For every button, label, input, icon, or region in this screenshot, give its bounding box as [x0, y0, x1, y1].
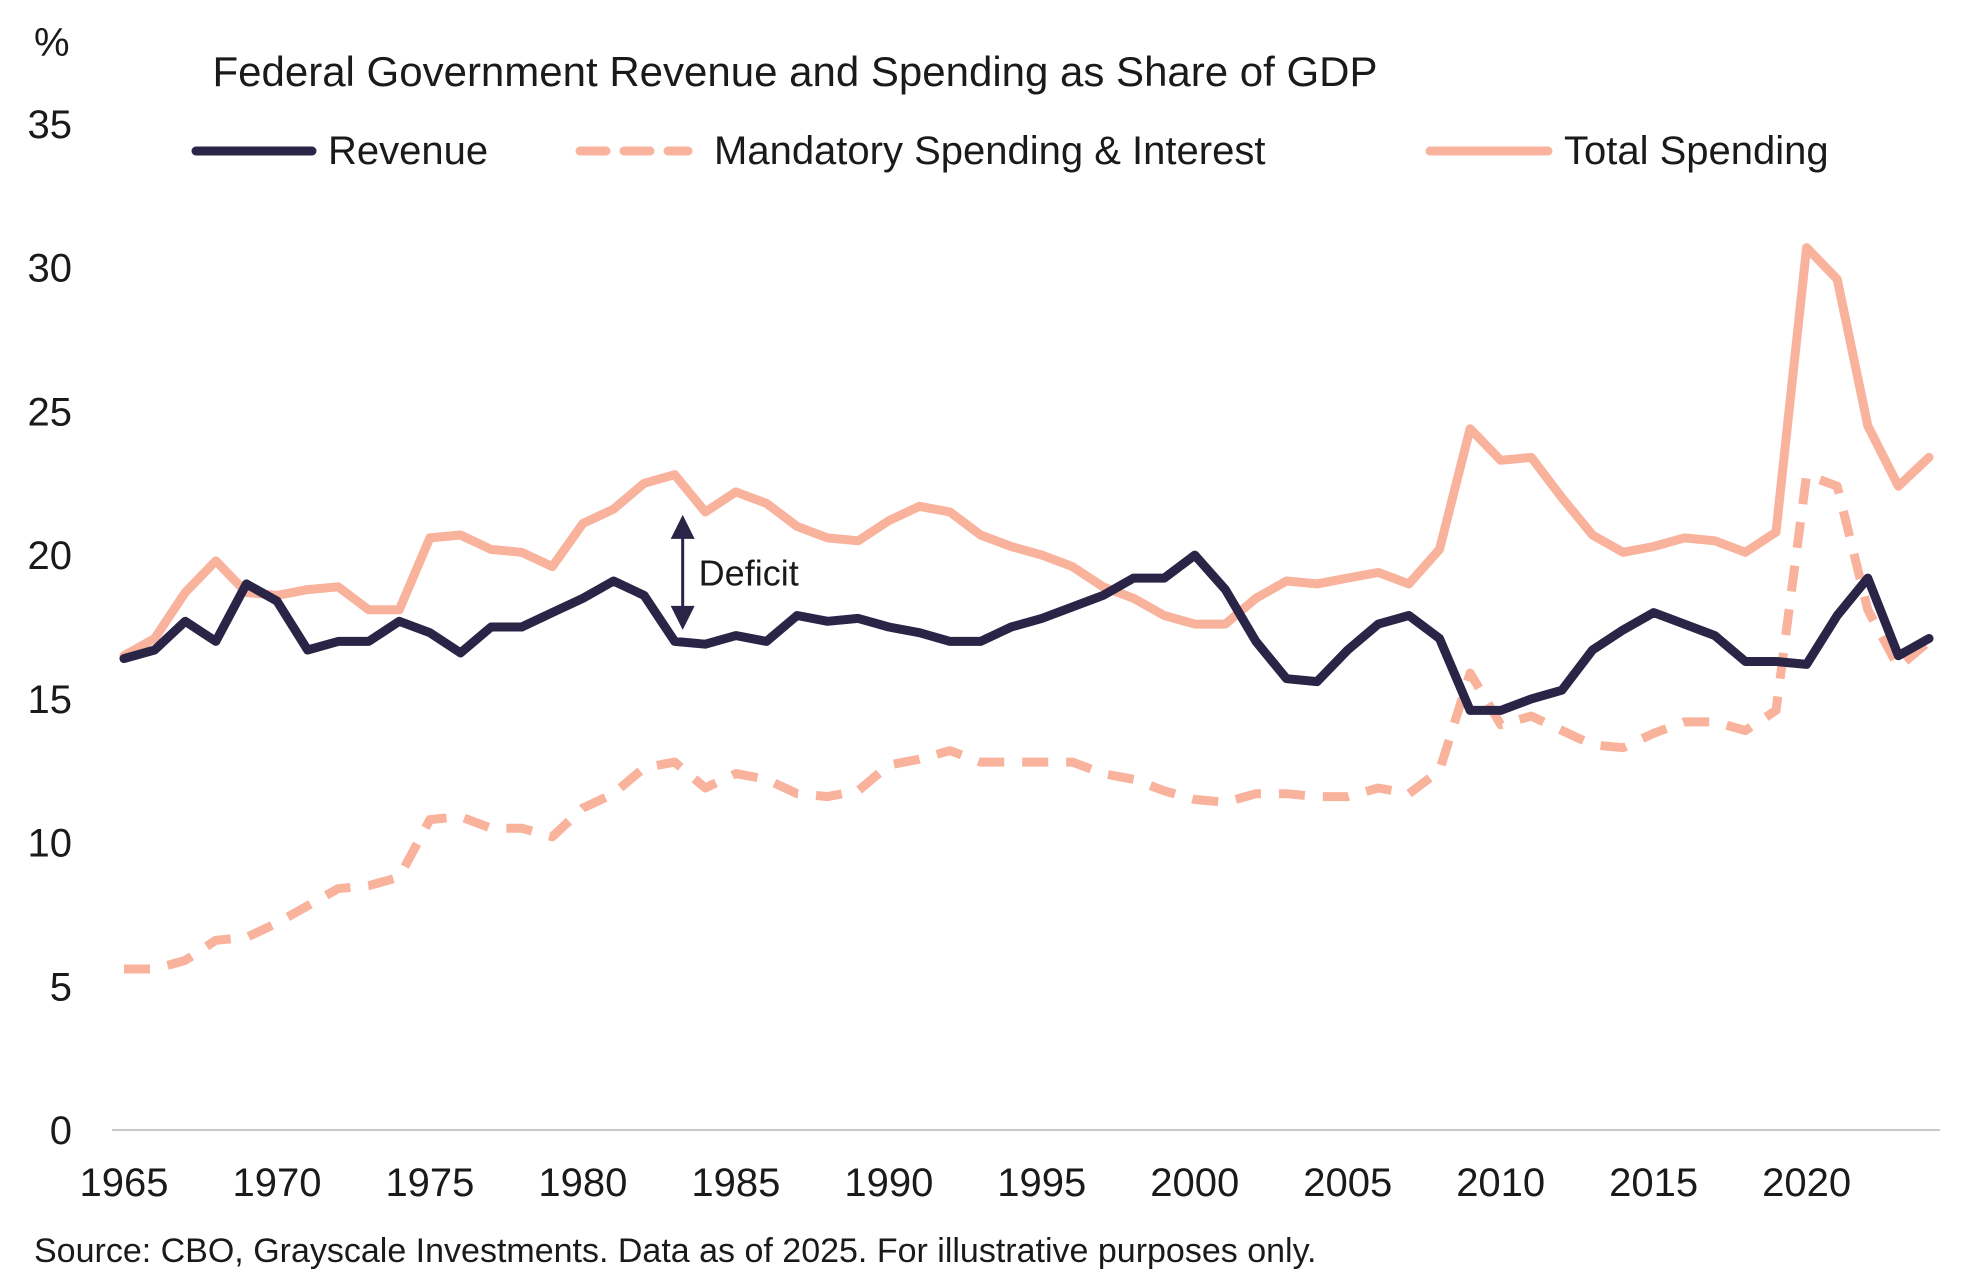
- x-tick-label: 1990: [844, 1161, 933, 1205]
- x-tick-label: 1980: [538, 1161, 627, 1205]
- y-tick-label: 0: [50, 1109, 72, 1153]
- x-tick-label: 1995: [997, 1161, 1086, 1205]
- x-tick-label: 2000: [1150, 1161, 1239, 1205]
- y-tick-label: 25: [28, 390, 73, 434]
- source-note: Source: CBO, Grayscale Investments. Data…: [34, 1232, 1317, 1270]
- deficit-arrow-up-icon: [670, 514, 695, 539]
- y-tick-label: 10: [28, 822, 73, 866]
- x-tick-label: 2015: [1609, 1161, 1698, 1205]
- legend-label-revenue: Revenue: [328, 129, 488, 173]
- x-tick-label: 2005: [1303, 1161, 1392, 1205]
- deficit-arrow-down-icon: [670, 605, 695, 630]
- chart-title: Federal Government Revenue and Spending …: [212, 48, 1377, 95]
- x-tick-label: 1965: [80, 1161, 169, 1205]
- x-tick-label: 2010: [1456, 1161, 1545, 1205]
- x-tick-label: 1975: [385, 1161, 474, 1205]
- legend-label-total-spending: Total Spending: [1564, 129, 1829, 173]
- y-tick-label: 20: [28, 534, 73, 578]
- legend-label-mandatory: Mandatory Spending & Interest: [714, 129, 1265, 173]
- series-layer: [119, 243, 1934, 974]
- legend: Revenue Mandatory Spending & Interest To…: [191, 129, 1829, 173]
- y-axis-ticks: 0 5 10 15 20 25 30 35: [28, 103, 73, 1153]
- x-tick-label: 1985: [691, 1161, 780, 1205]
- series-line-revenue: [119, 550, 1934, 715]
- deficit-label: Deficit: [699, 552, 799, 593]
- y-tick-label: 30: [28, 247, 73, 291]
- deficit-annotation: Deficit: [670, 514, 799, 630]
- y-tick-label: 15: [28, 678, 73, 722]
- x-tick-label: 1970: [232, 1161, 321, 1205]
- x-tick-label: 2020: [1762, 1161, 1851, 1205]
- series-line-total-spending: [119, 243, 1934, 661]
- x-axis-ticks: 1965 1970 1975 1980 1985 1990 1995 2000 2005 2010…: [80, 1161, 1852, 1205]
- series-line-mandatory: [124, 470, 1932, 974]
- y-tick-label: 5: [50, 965, 72, 1009]
- y-axis-unit-label: %: [34, 21, 70, 65]
- y-tick-label: 35: [28, 103, 73, 147]
